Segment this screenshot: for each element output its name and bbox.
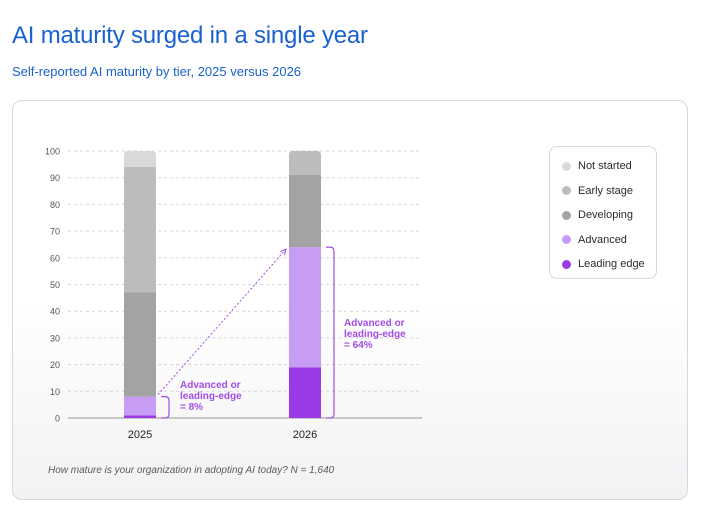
annotation-label-2025: Advanced or leading-edge = 8% — [180, 380, 242, 413]
legend-label: Early stage — [578, 185, 633, 197]
bars — [124, 151, 321, 418]
legend-item-not-started: Not started — [562, 154, 656, 179]
x-axis-labels: 2025 2026 — [128, 429, 317, 441]
bar-2026-developing — [289, 175, 321, 247]
x-category-label: 2026 — [293, 429, 317, 441]
legend-label: Leading edge — [578, 258, 645, 270]
legend-label: Advanced — [578, 234, 627, 246]
survey-question-footnote: How mature is your organization in adopt… — [48, 465, 334, 476]
legend-item-advanced: Advanced — [562, 228, 656, 253]
legend-item-early-stage: Early stage — [562, 179, 656, 204]
y-tick-label: 30 — [50, 333, 60, 343]
annotation-bracket-2025 — [161, 397, 169, 418]
bar-2025-early-stage — [124, 167, 156, 292]
annotation-label-2026: Advanced or leading-edge = 64% — [344, 318, 406, 351]
bar-2026-advanced — [289, 247, 321, 367]
y-tick-label: 50 — [50, 280, 60, 290]
y-tick-label: 60 — [50, 253, 60, 263]
y-tick-label: 0 — [55, 414, 60, 424]
legend-label: Not started — [578, 160, 632, 172]
bar-2026-early-stage — [289, 151, 321, 175]
x-category-label: 2025 — [128, 429, 152, 441]
y-tick-label: 40 — [50, 307, 60, 317]
bar-2026-leading-edge — [289, 367, 321, 418]
y-tick-label: 10 — [50, 387, 60, 397]
annotations: Advanced or leading-edge = 8% Advanced or le… — [158, 247, 406, 418]
legend-label: Developing — [578, 209, 633, 221]
legend-swatch — [562, 162, 571, 171]
y-axis-ticks: 0 10 20 30 40 50 60 70 80 90 100 — [45, 147, 60, 424]
legend-item-leading-edge: Leading edge — [562, 252, 656, 277]
bar-2025-not-started — [124, 151, 156, 167]
legend-swatch — [562, 235, 571, 244]
legend-swatch — [562, 186, 571, 195]
annotation-bracket-2026 — [326, 247, 334, 418]
y-tick-label: 20 — [50, 360, 60, 370]
gridlines — [68, 151, 422, 418]
legend-swatch — [562, 211, 571, 220]
growth-arrow-line — [158, 249, 286, 395]
y-tick-label: 80 — [50, 200, 60, 210]
y-tick-label: 90 — [50, 173, 60, 183]
y-tick-label: 100 — [45, 147, 60, 157]
legend-item-developing: Developing — [562, 203, 656, 228]
bar-2025-developing — [124, 293, 156, 397]
bar-2025-leading-edge — [124, 415, 156, 418]
y-tick-label: 70 — [50, 227, 60, 237]
bar-2025-advanced — [124, 397, 156, 416]
chart-legend: Not started Early stage Developing Advanced… — [549, 146, 657, 279]
legend-swatch — [562, 260, 571, 269]
